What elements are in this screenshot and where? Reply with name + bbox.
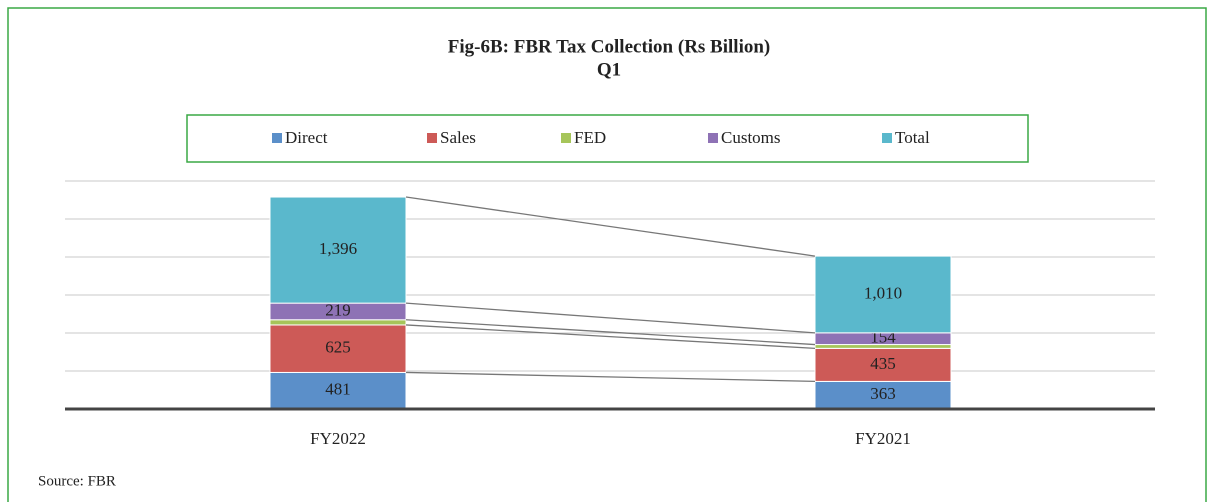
- legend-swatch: [882, 133, 892, 143]
- data-label: 435: [870, 354, 896, 373]
- data-label: 625: [325, 338, 351, 357]
- legend-swatch: [708, 133, 718, 143]
- x-tick-label: FY2021: [855, 429, 911, 448]
- series-line: [405, 302, 816, 334]
- bar-segment: [269, 371, 407, 410]
- legend-label: FED: [574, 128, 606, 147]
- legend-swatch: [272, 133, 282, 143]
- legend-label: Total: [895, 128, 930, 147]
- frame: [7, 7, 1207, 502]
- legend-label: Direct: [285, 128, 328, 147]
- bar-segment: [269, 324, 407, 373]
- data-label: 481: [325, 380, 351, 399]
- series-line: [405, 324, 816, 350]
- data-label: 1,010: [864, 283, 902, 302]
- source: Source: FBR: [38, 473, 116, 489]
- chart-subtitle: Q1: [597, 59, 621, 80]
- legend-label: Customs: [721, 128, 781, 147]
- legend-swatch: [427, 133, 437, 143]
- data-label: 1,396: [319, 239, 357, 258]
- bar-segment: [269, 196, 407, 304]
- series-line: [405, 319, 816, 346]
- data-label: 363: [870, 384, 896, 403]
- bar-segment: [269, 319, 407, 326]
- series-line: [405, 196, 816, 257]
- legend-swatch: [561, 133, 571, 143]
- bar-segment: [814, 380, 952, 410]
- bar-segment: [814, 255, 952, 334]
- series-line: [405, 371, 816, 383]
- x-tick-label: FY2022: [310, 429, 366, 448]
- chart-title: Fig-6B: FBR Tax Collection (Rs Billion): [448, 36, 771, 57]
- bar-segment: [814, 347, 952, 382]
- legend-label: Sales: [440, 128, 476, 147]
- data-label: 219: [325, 300, 351, 319]
